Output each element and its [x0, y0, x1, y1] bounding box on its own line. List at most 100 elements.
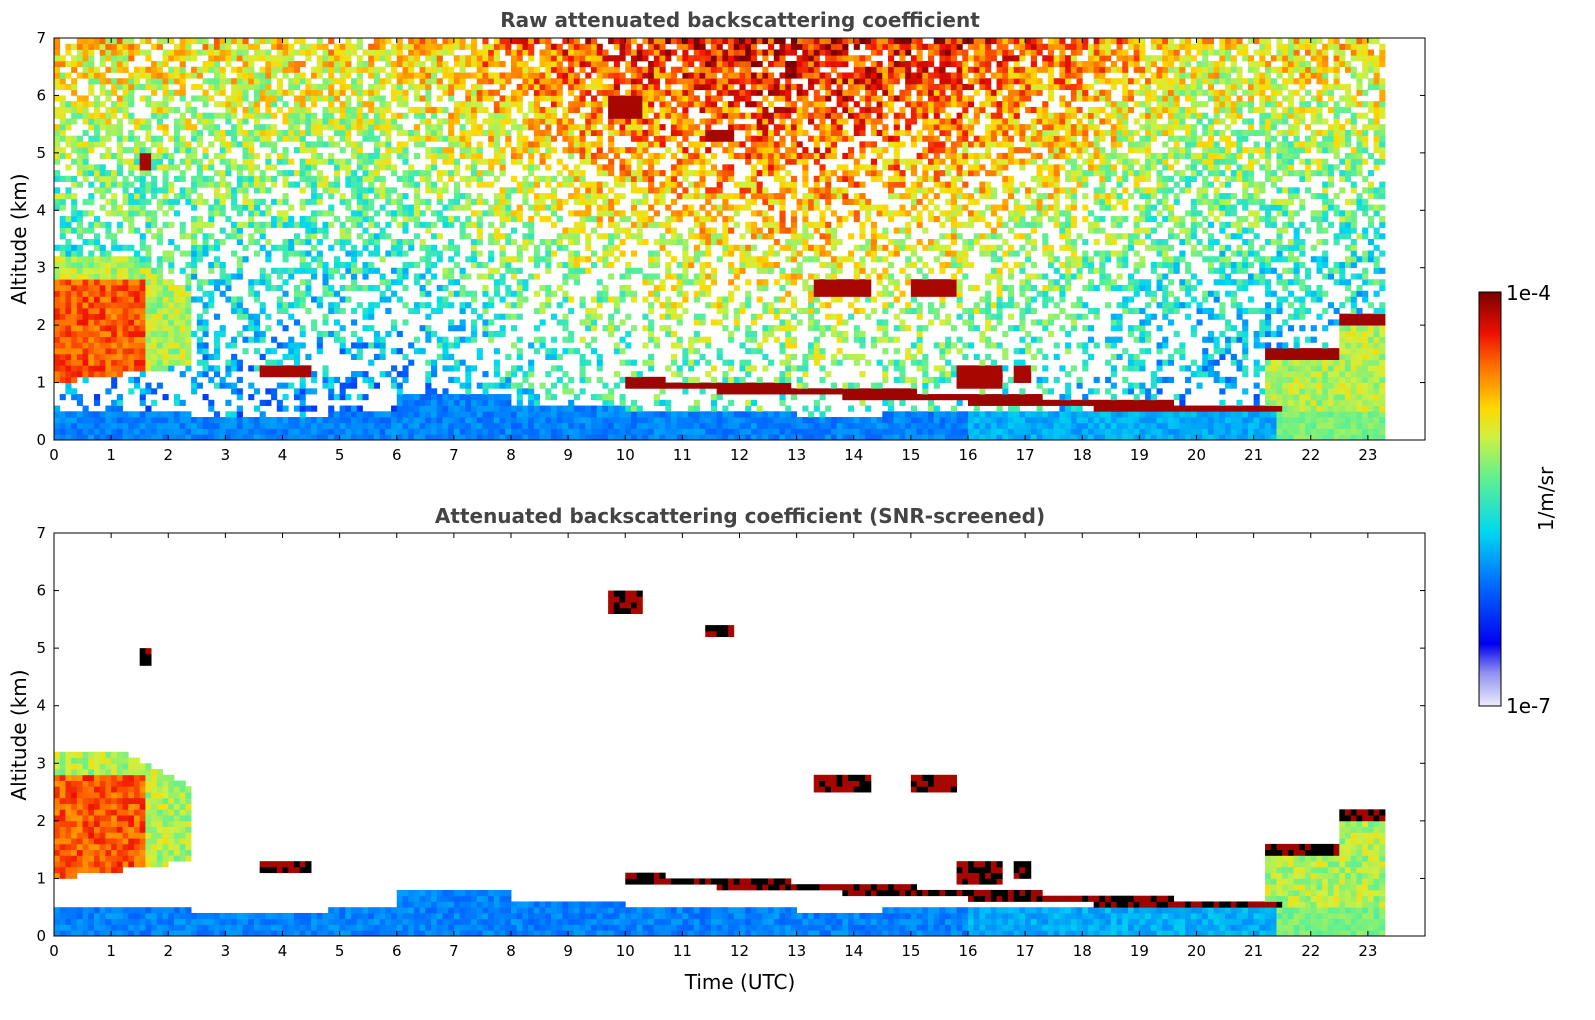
heatmap-cell: [516, 244, 523, 251]
heatmap-cell: [105, 147, 112, 154]
heatmap-cell: [265, 106, 272, 114]
heatmap-cell: [345, 95, 352, 102]
heatmap-cell: [316, 55, 323, 62]
heatmap-cell: [82, 158, 89, 165]
heatmap-cell: [93, 187, 101, 194]
heatmap-cell: [636, 170, 643, 177]
heatmap-cell: [408, 261, 415, 269]
heatmap-cell: [488, 112, 495, 119]
heatmap-cell: [442, 336, 449, 343]
heatmap-cell: [516, 302, 523, 309]
heatmap-cell: [362, 49, 369, 56]
heatmap-cell: [528, 405, 535, 412]
heatmap-cell: [111, 353, 118, 360]
heatmap-cell: [648, 43, 655, 50]
heatmap-cell: [305, 267, 312, 274]
heatmap-cell: [699, 141, 706, 148]
heatmap-cell: [590, 319, 598, 326]
heatmap-cell: [122, 330, 129, 338]
heatmap-cell: [145, 302, 152, 309]
heatmap-cell: [590, 101, 598, 108]
heatmap-cell: [636, 158, 643, 165]
heatmap-cell: [385, 279, 392, 286]
heatmap-cell: [539, 49, 546, 56]
heatmap-cell: [488, 411, 495, 418]
heatmap-cell: [630, 233, 638, 240]
heatmap-cell: [116, 330, 123, 338]
heatmap-cell: [408, 399, 415, 406]
heatmap-cell: [533, 405, 540, 412]
heatmap-cell: [202, 49, 209, 56]
heatmap-cell: [253, 106, 261, 114]
heatmap-cell: [225, 273, 232, 280]
heatmap-cell: [385, 210, 392, 217]
heatmap-cell: [688, 227, 695, 234]
heatmap-cell: [396, 382, 403, 389]
heatmap-cell: [608, 135, 615, 142]
heatmap-cell: [99, 164, 106, 171]
heatmap-cell: [276, 359, 283, 366]
heatmap-cell: [499, 60, 506, 68]
heatmap-cell: [385, 158, 392, 165]
heatmap-cell: [122, 49, 129, 56]
heatmap-cell: [436, 83, 443, 91]
heatmap-cell: [231, 198, 238, 205]
heatmap-cell: [219, 428, 226, 435]
heatmap-cell: [316, 342, 323, 349]
heatmap-cell: [436, 55, 443, 62]
heatmap-cell: [82, 60, 89, 68]
heatmap-cell: [453, 101, 460, 108]
heatmap-cell: [54, 66, 61, 73]
heatmap-cell: [105, 175, 112, 182]
heatmap-cell: [116, 244, 123, 251]
heatmap-cell: [516, 135, 523, 142]
heatmap-cell: [516, 101, 523, 108]
heatmap-cell: [231, 353, 238, 360]
heatmap-cell: [453, 112, 460, 119]
heatmap-cell: [213, 239, 221, 246]
heatmap-cell: [339, 394, 346, 401]
heatmap-cell: [368, 250, 375, 257]
heatmap-cell: [373, 164, 381, 171]
heatmap-cell: [676, 101, 683, 108]
heatmap-cell: [368, 49, 375, 56]
heatmap-cell: [448, 158, 455, 165]
heatmap-cell: [248, 175, 255, 182]
heatmap-cell: [585, 216, 592, 223]
heatmap-cell: [579, 227, 586, 234]
heatmap-cell: [453, 261, 460, 269]
heatmap-cell: [271, 95, 278, 102]
heatmap-cell: [608, 296, 615, 303]
heatmap-cell: [448, 175, 455, 182]
heatmap-cell: [482, 422, 489, 429]
heatmap-cell: [608, 319, 615, 326]
heatmap-cell: [482, 273, 489, 280]
heatmap-cell: [59, 417, 66, 424]
heatmap-cell: [573, 411, 580, 418]
heatmap-cell: [665, 399, 672, 406]
heatmap-cell: [111, 49, 118, 56]
heatmap-cell: [379, 112, 386, 119]
heatmap-cell: [54, 422, 61, 429]
heatmap-cell: [333, 428, 341, 435]
heatmap-cell: [208, 83, 215, 91]
heatmap-cell: [253, 204, 261, 211]
heatmap-cell: [590, 193, 598, 200]
heatmap-cell: [465, 302, 472, 309]
heatmap-cell: [93, 239, 101, 246]
heatmap-cell: [596, 60, 603, 68]
heatmap-cell: [248, 336, 255, 343]
heatmap-cell: [682, 388, 689, 395]
heatmap-cell: [425, 313, 432, 320]
heatmap-cell: [396, 55, 403, 62]
heatmap-cell: [630, 325, 638, 332]
heatmap-cell: [231, 124, 238, 131]
heatmap-cell: [179, 193, 186, 200]
heatmap-cell: [122, 101, 129, 108]
heatmap-cell: [579, 302, 586, 309]
heatmap-cell: [208, 181, 215, 188]
heatmap-cell: [362, 129, 369, 137]
heatmap-cell: [322, 267, 329, 274]
heatmap-cell: [573, 175, 580, 182]
heatmap-cell: [630, 129, 638, 137]
